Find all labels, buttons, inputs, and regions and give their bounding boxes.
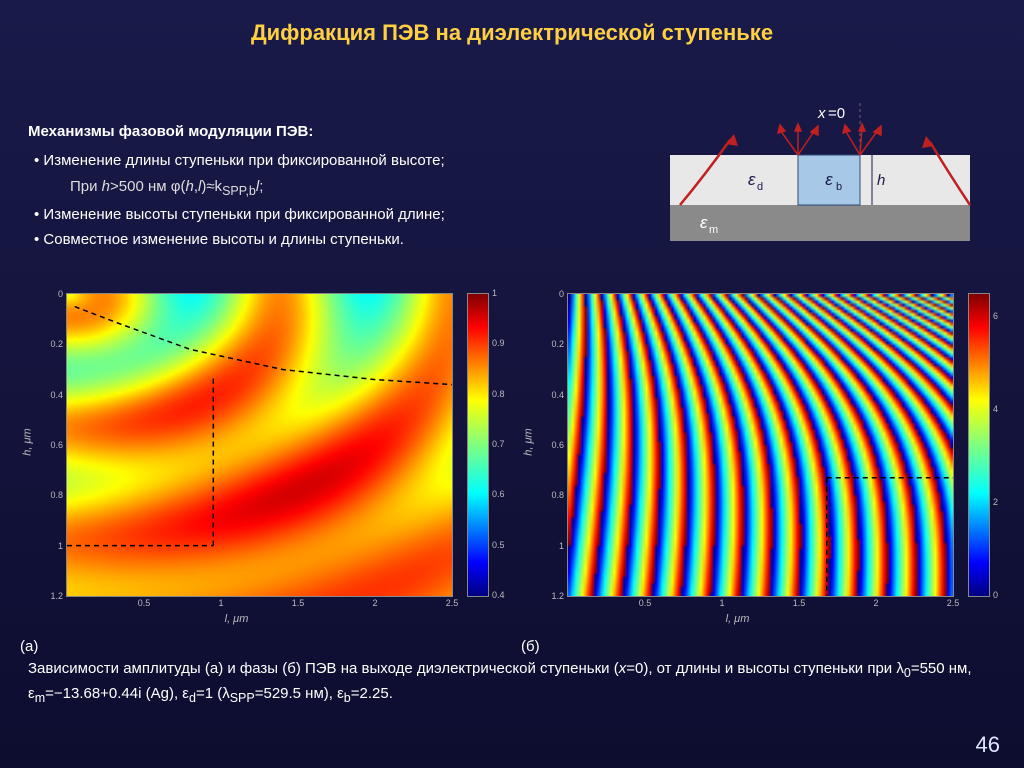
slide: Дифракция ПЭВ на диэлектрической ступень… <box>0 0 1024 768</box>
plot-b-area: 00.20.40.60.811.20.511.522.5 <box>567 293 954 597</box>
svg-text:ε: ε <box>748 170 756 189</box>
bullet-3: • Совместное изменение высоты и длины ст… <box>28 228 628 251</box>
svg-text:x: x <box>817 105 826 122</box>
caption: Зависимости амплитуды (а) и фазы (б) ПЭВ… <box>28 658 984 708</box>
svg-text:h: h <box>877 172 885 189</box>
plot-b-ylabel: h, μm <box>523 287 535 597</box>
plot-a-xlabel: l, μm <box>20 613 453 625</box>
plot-a-wrap: h, μm 00.20.40.60.811.20.511.522.5 0.40.… <box>20 287 503 627</box>
mechanisms-header: Механизмы фазовой модуляции ПЭВ: <box>28 120 628 143</box>
svg-text:d: d <box>757 181 763 193</box>
svg-text:l: l <box>825 135 829 152</box>
plot-a-label: (а) <box>20 638 38 655</box>
bullet-1: • Изменение длины ступеньки при фиксиров… <box>28 149 628 172</box>
plot-a-ylabel: h, μm <box>22 287 34 597</box>
slide-title: Дифракция ПЭВ на диэлектрической ступень… <box>0 20 1024 46</box>
bullet-1-sub: При h>500 нм φ(h,l)≈kSPP,bl; <box>28 175 628 201</box>
slide-number: 46 <box>976 732 1000 758</box>
plot-b-colorbar: 0246 <box>968 293 990 597</box>
bullet-2: • Изменение высоты ступеньки при фиксиро… <box>28 203 628 226</box>
plot-b-wrap: h, μm 00.20.40.60.811.20.511.522.5 0246 … <box>521 287 1004 627</box>
text-block: Механизмы фазовой модуляции ПЭВ: • Измен… <box>28 120 628 253</box>
plot-b-xlabel: l, μm <box>521 613 954 625</box>
plots-row: h, μm 00.20.40.60.811.20.511.522.5 0.40.… <box>20 287 1004 627</box>
plot-a-area: 00.20.40.60.811.20.511.522.5 <box>66 293 453 597</box>
svg-text:=0: =0 <box>828 105 845 122</box>
step-diagram: εb εd εm h l x=0 <box>650 100 990 255</box>
plot-b-label: (б) <box>521 638 540 655</box>
plot-a-colorbar: 0.40.50.60.70.80.91 <box>467 293 489 597</box>
svg-text:ε: ε <box>700 213 708 232</box>
svg-text:m: m <box>709 224 718 236</box>
svg-text:ε: ε <box>825 170 833 189</box>
svg-text:b: b <box>836 181 842 193</box>
